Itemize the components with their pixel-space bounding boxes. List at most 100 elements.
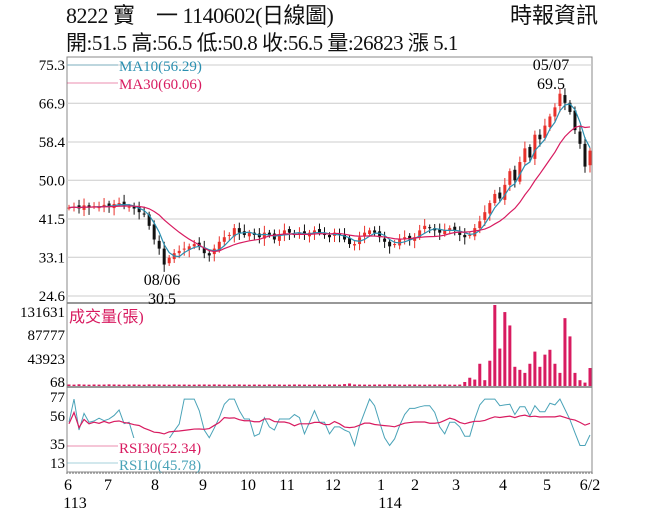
volume-bar [92, 384, 96, 386]
candle-body [227, 234, 231, 236]
volume-bar [117, 384, 121, 386]
volume-bar [538, 366, 542, 386]
x-tick-label: 2 [411, 477, 419, 494]
volume-bar [107, 384, 111, 386]
candle-body [453, 226, 457, 231]
volume-bar [122, 384, 126, 386]
volume-bar [473, 379, 477, 386]
volume-tick-label: 87777 [28, 328, 66, 344]
volume-bar [483, 380, 487, 386]
volume-bar [227, 384, 231, 386]
candle-body [312, 230, 316, 233]
candle-body [282, 230, 286, 235]
y-tick-label: 75.3 [39, 58, 65, 74]
volume-bar [458, 384, 462, 386]
volume-bar [548, 349, 552, 386]
candle-body [408, 235, 412, 240]
volume-bar [112, 384, 116, 386]
x-tick-label: 10 [240, 477, 256, 494]
volume-bar [72, 384, 76, 386]
candle-body [107, 203, 111, 207]
volume-bar [172, 384, 176, 386]
volume-bar [508, 325, 512, 386]
candle-body [573, 110, 577, 131]
legend-ma10: MA10(56.29) [119, 59, 202, 75]
candle-body [343, 234, 347, 240]
year-label: 114 [378, 495, 401, 512]
volume-bar [242, 384, 246, 386]
volume-bar [523, 372, 527, 386]
candle-body [237, 228, 241, 233]
volume-bar [207, 384, 211, 386]
volume-bar [82, 384, 86, 386]
volume-bar [152, 384, 156, 386]
volume-bar [528, 363, 532, 386]
volume-bar [428, 384, 432, 386]
volume-bar [177, 384, 181, 386]
volume-bar [232, 384, 236, 386]
x-tick-label: 4 [499, 477, 507, 494]
volume-bar [393, 384, 397, 386]
candle-body [528, 147, 532, 158]
legend-rsi30: RSI30(52.34) [119, 441, 201, 457]
volume-bar [287, 384, 291, 386]
volume-bar [513, 366, 517, 386]
candle-body [418, 230, 422, 238]
volume-bar [563, 318, 567, 386]
candle-body [142, 213, 146, 215]
candle-body [503, 184, 507, 200]
rsi-tick-label: 13 [50, 456, 65, 472]
volume-bar [543, 354, 547, 386]
candle-body [317, 229, 321, 233]
volume-bar [408, 384, 412, 386]
volume-bar [197, 384, 201, 386]
volume-bar [292, 384, 296, 386]
candle-body [498, 192, 502, 199]
y-tick-label: 24.6 [39, 289, 66, 305]
candle-body [277, 234, 281, 241]
candle-body [157, 240, 161, 249]
volume-bar [322, 384, 326, 386]
candle-body [162, 248, 166, 265]
candle-body [122, 201, 126, 206]
volume-bar [297, 384, 301, 386]
volume-bar [312, 384, 316, 386]
legend-ma30: MA30(60.06) [119, 77, 202, 93]
volume-bar [338, 384, 342, 386]
candle-body [217, 241, 221, 250]
volume-bar [212, 384, 216, 386]
candle-body [373, 230, 377, 233]
volume-bar [478, 363, 482, 386]
volume-bar [368, 384, 372, 386]
volume-bar [353, 384, 357, 386]
volume-bar [438, 384, 442, 386]
candle-body [533, 134, 537, 159]
volume-bar [97, 384, 101, 386]
volume-bar [358, 384, 362, 386]
volume-bar [142, 384, 146, 386]
volume-bar [418, 384, 422, 386]
candle-body [478, 221, 482, 229]
volume-bar [262, 384, 266, 386]
volume-bar [192, 384, 196, 386]
candle-body [488, 203, 492, 214]
volume-bar [488, 360, 492, 386]
candle-body [187, 246, 191, 250]
candle-body [348, 238, 352, 245]
legend-bg [118, 455, 206, 471]
candle-body [563, 95, 567, 103]
candle-body [167, 257, 171, 264]
volume-bar [503, 312, 507, 386]
volume-bar [222, 384, 226, 386]
candle-body [448, 228, 452, 231]
candle-body [328, 234, 331, 238]
candle-body [67, 207, 71, 209]
volume-bar [343, 384, 347, 386]
candle-body [152, 224, 156, 240]
high-date: 05/07 [533, 57, 569, 74]
volume-bar [453, 384, 457, 386]
price-summary: 開:51.5 高:56.5 低:50.8 收:56.5 量:26823 漲 5.… [66, 31, 458, 55]
volume-bar [252, 384, 256, 386]
volume-bar [433, 384, 437, 386]
volume-bar [333, 384, 337, 386]
